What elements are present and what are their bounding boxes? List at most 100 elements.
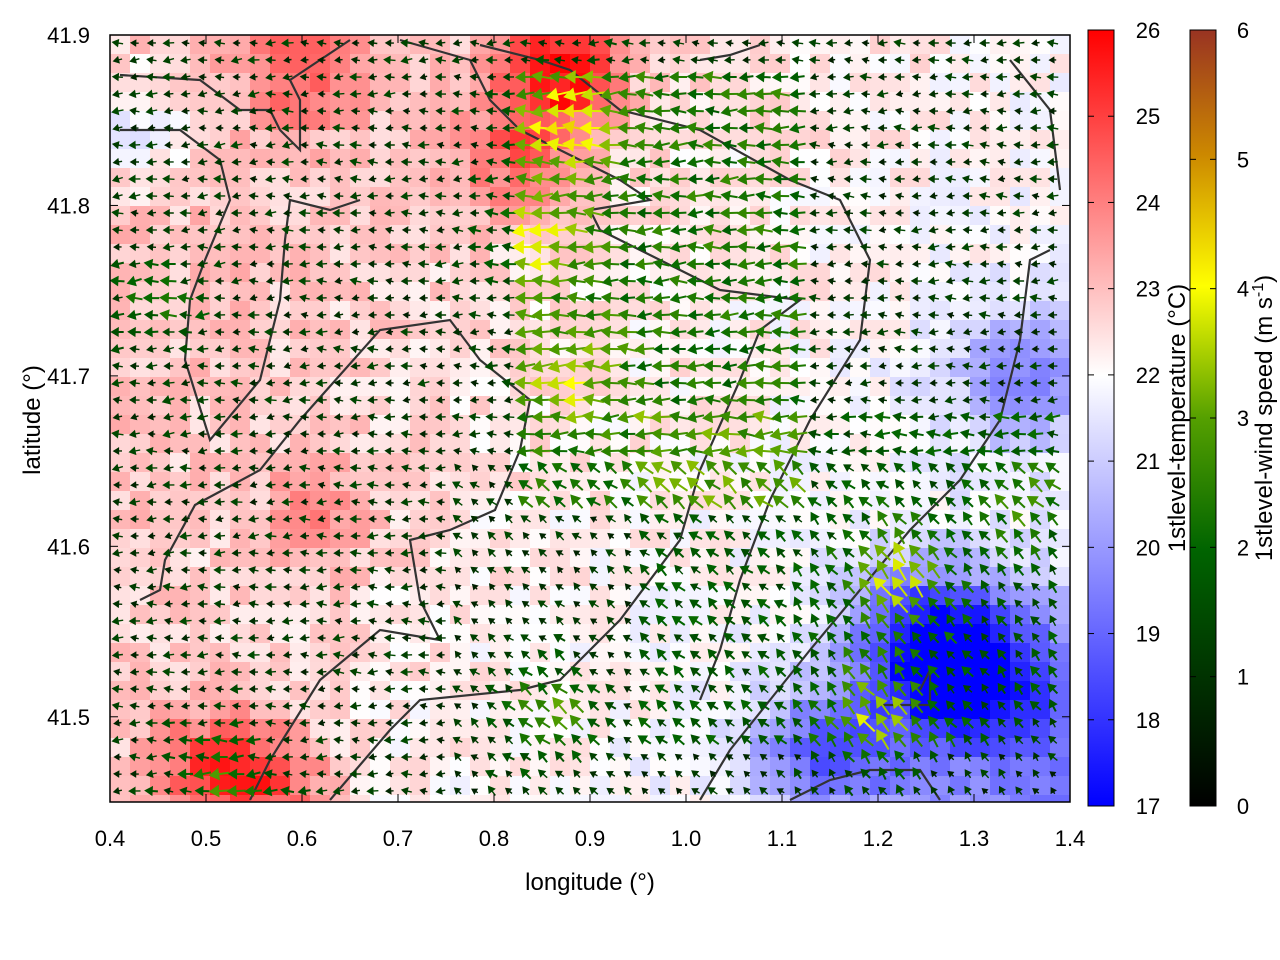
heatmap-cell	[410, 757, 431, 777]
heatmap-cell	[170, 206, 191, 226]
heatmap-cell	[1030, 263, 1051, 283]
heatmap-cell	[410, 282, 431, 302]
wind-arrow	[859, 157, 871, 167]
heatmap-cell	[670, 225, 691, 245]
wind-arrow	[300, 56, 309, 64]
wind-arrow	[384, 242, 395, 252]
wind-arrow	[634, 88, 654, 100]
wind-arrow	[720, 241, 738, 253]
heatmap-cell	[650, 776, 671, 796]
heatmap-cell	[190, 453, 211, 473]
heatmap-cell	[230, 529, 251, 549]
wind-arrow	[737, 258, 756, 270]
wind-arrow	[691, 39, 700, 47]
heatmap-cell	[850, 795, 871, 802]
heatmap-cell	[290, 529, 311, 549]
heatmap-cell	[370, 244, 391, 264]
heatmap-cell	[130, 377, 151, 397]
heatmap-cell	[670, 35, 691, 55]
heatmap-cell	[1050, 320, 1070, 340]
heatmap-cell	[870, 795, 891, 802]
wind-arrow	[704, 105, 720, 117]
heatmap-cell	[1030, 149, 1051, 169]
wind-arrow	[911, 56, 921, 64]
wind-arrow	[670, 258, 687, 270]
wind-arrow	[401, 226, 411, 234]
heatmap-cell	[250, 434, 271, 454]
wind-arrow	[755, 156, 771, 168]
wind-arrow	[434, 55, 447, 65]
wind-arrow	[702, 70, 722, 83]
wind-arrow	[893, 174, 905, 184]
heatmap-cell	[370, 681, 391, 701]
wind-arrow	[231, 174, 242, 183]
heatmap-cell	[530, 605, 551, 625]
wind-arrow	[145, 140, 158, 150]
wind-arrow	[180, 72, 191, 81]
heatmap-cell	[930, 187, 951, 207]
wind-arrow	[471, 549, 479, 557]
wind-arrow	[753, 87, 773, 101]
heatmap-cell	[310, 282, 331, 302]
heatmap-cell	[310, 453, 331, 473]
heatmap-cell	[450, 263, 471, 283]
wind-arrow	[809, 192, 820, 201]
wind-arrow	[164, 141, 173, 149]
wind-arrow	[617, 121, 637, 135]
heatmap-cell	[250, 206, 271, 226]
heatmap-cell	[790, 719, 811, 739]
heatmap-cell	[590, 510, 611, 530]
wind-arrow	[861, 39, 870, 47]
heatmap-cell	[250, 187, 271, 207]
heatmap-cell	[470, 206, 491, 226]
heatmap-cell	[350, 472, 371, 492]
heatmap-cell	[410, 73, 431, 93]
heatmap-cell	[970, 738, 991, 758]
heatmap-cell	[170, 662, 191, 682]
heatmap-cell	[570, 491, 591, 511]
wind-arrow	[843, 175, 854, 183]
heatmap-cell	[210, 624, 231, 644]
wind-arrow	[366, 276, 379, 286]
heatmap-cell	[430, 434, 451, 454]
heatmap-cell	[890, 396, 911, 416]
wind-arrow	[772, 207, 788, 219]
wind-arrow	[281, 123, 294, 133]
wind-arrow	[298, 259, 310, 268]
heatmap-cell	[190, 149, 211, 169]
wind-arrow	[1047, 243, 1058, 251]
heatmap-cell	[270, 168, 291, 188]
wind-arrow	[946, 192, 955, 200]
heatmap-cell	[450, 605, 471, 625]
wind-arrow	[545, 87, 573, 102]
heatmap-cell	[490, 548, 511, 568]
heatmap-cell	[170, 225, 191, 245]
wind-arrow	[401, 90, 411, 98]
heatmap-cell	[410, 719, 431, 739]
wind-arrow	[844, 141, 853, 149]
wind-arrow	[652, 122, 671, 134]
wind-arrow	[599, 155, 621, 169]
heatmap-cell	[870, 263, 891, 283]
heatmap-cell	[830, 168, 851, 188]
heatmap-cell	[390, 168, 411, 188]
heatmap-cell	[1050, 795, 1070, 802]
wind-arrow	[197, 89, 208, 98]
wind-arrow	[961, 175, 973, 184]
heatmap-cell	[270, 795, 291, 802]
wind-arrow	[385, 277, 394, 285]
heatmap-cell	[410, 54, 431, 74]
heatmap-cell	[750, 92, 771, 112]
heatmap-cell	[270, 681, 291, 701]
wind-arrow	[563, 87, 590, 102]
wind-arrow	[198, 39, 207, 47]
wind-arrow	[944, 175, 956, 184]
wind-arrow	[789, 190, 805, 202]
heatmap-cell	[230, 35, 251, 55]
wind-arrow	[300, 158, 309, 166]
wind-arrow	[249, 175, 258, 183]
wind-arrow	[651, 224, 671, 237]
heatmap-cell	[650, 700, 671, 720]
wind-arrow	[979, 260, 990, 268]
heatmap-cell	[350, 35, 371, 55]
